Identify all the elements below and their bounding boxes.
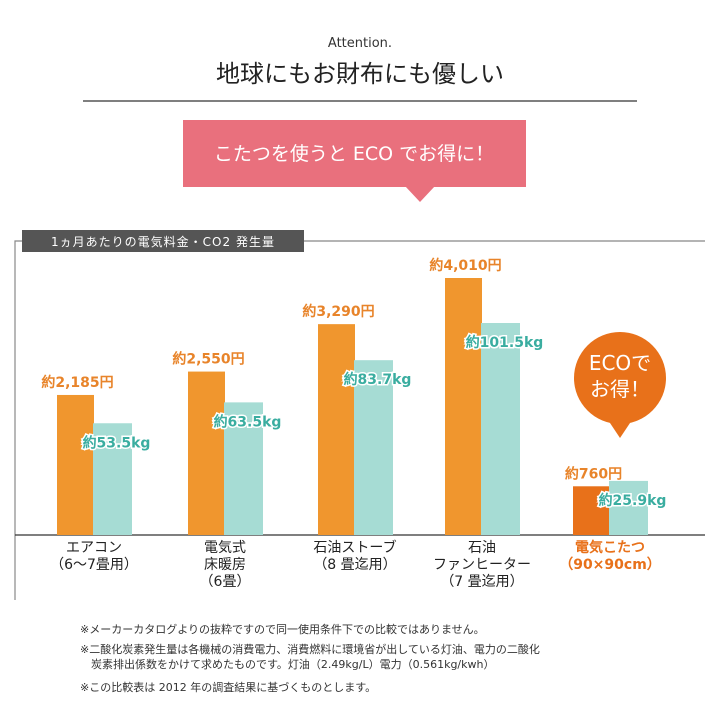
title: 地球にもお財布にも優しい (216, 60, 504, 88)
value-label: 約25.9kg (599, 492, 667, 509)
value-label: 約4,010円 (429, 257, 501, 274)
bar (609, 480, 648, 535)
badge (574, 332, 666, 424)
value-label: 約2,185円 (41, 374, 113, 391)
value-label: 約53.5kg (83, 434, 151, 451)
value-label: 約3,290円 (302, 303, 374, 320)
kicker: Attention. (328, 36, 392, 51)
bar (445, 278, 482, 535)
bar (481, 323, 520, 535)
banner (183, 120, 526, 187)
bar (573, 486, 610, 535)
value-label: 約101.5kg (466, 334, 544, 351)
badge-tail (608, 420, 632, 438)
note: ※メーカーカタログよりの抜粋ですので同一使用条件下での比較ではありません。 (80, 623, 485, 636)
chart-title: 1ヵ月あたりの電気料金・CO2 発生量 (51, 234, 275, 249)
value-label: 約83.7kg (344, 371, 412, 388)
bar (57, 394, 94, 535)
note: ※二酸化炭素発生量は各機械の消費電力、消費燃料に環境省が出している灯油、電力の二… (80, 643, 540, 671)
note: ※この比較表は 2012 年の調査結果に基づくものとします。 (80, 681, 377, 694)
category-label: 石油ストーブ （8 畳迄用） (313, 540, 397, 573)
category-label: 電気式 床暖房 （6畳） (199, 540, 251, 590)
banner-text: こたつを使うと ECO でお得に！ (214, 143, 494, 165)
badge-text: ECOで お得！ (588, 351, 652, 401)
bar (188, 371, 225, 535)
bar (224, 402, 263, 535)
bar (318, 324, 355, 535)
bar (93, 423, 132, 535)
chart-tab (22, 230, 304, 252)
banner-tail (405, 186, 435, 202)
value-label: 約63.5kg (214, 413, 282, 430)
category-label: エアコン （6〜7畳用） (50, 540, 138, 573)
bar (354, 360, 393, 535)
category-label: 電気こたつ （90×90cm） (559, 540, 661, 573)
value-label: 約760円 (565, 465, 622, 482)
value-label: 約2,550円 (172, 351, 244, 368)
category-label: 石油 ファンヒーター （7 畳迄用） (433, 540, 531, 590)
chart-frame (14, 240, 705, 600)
